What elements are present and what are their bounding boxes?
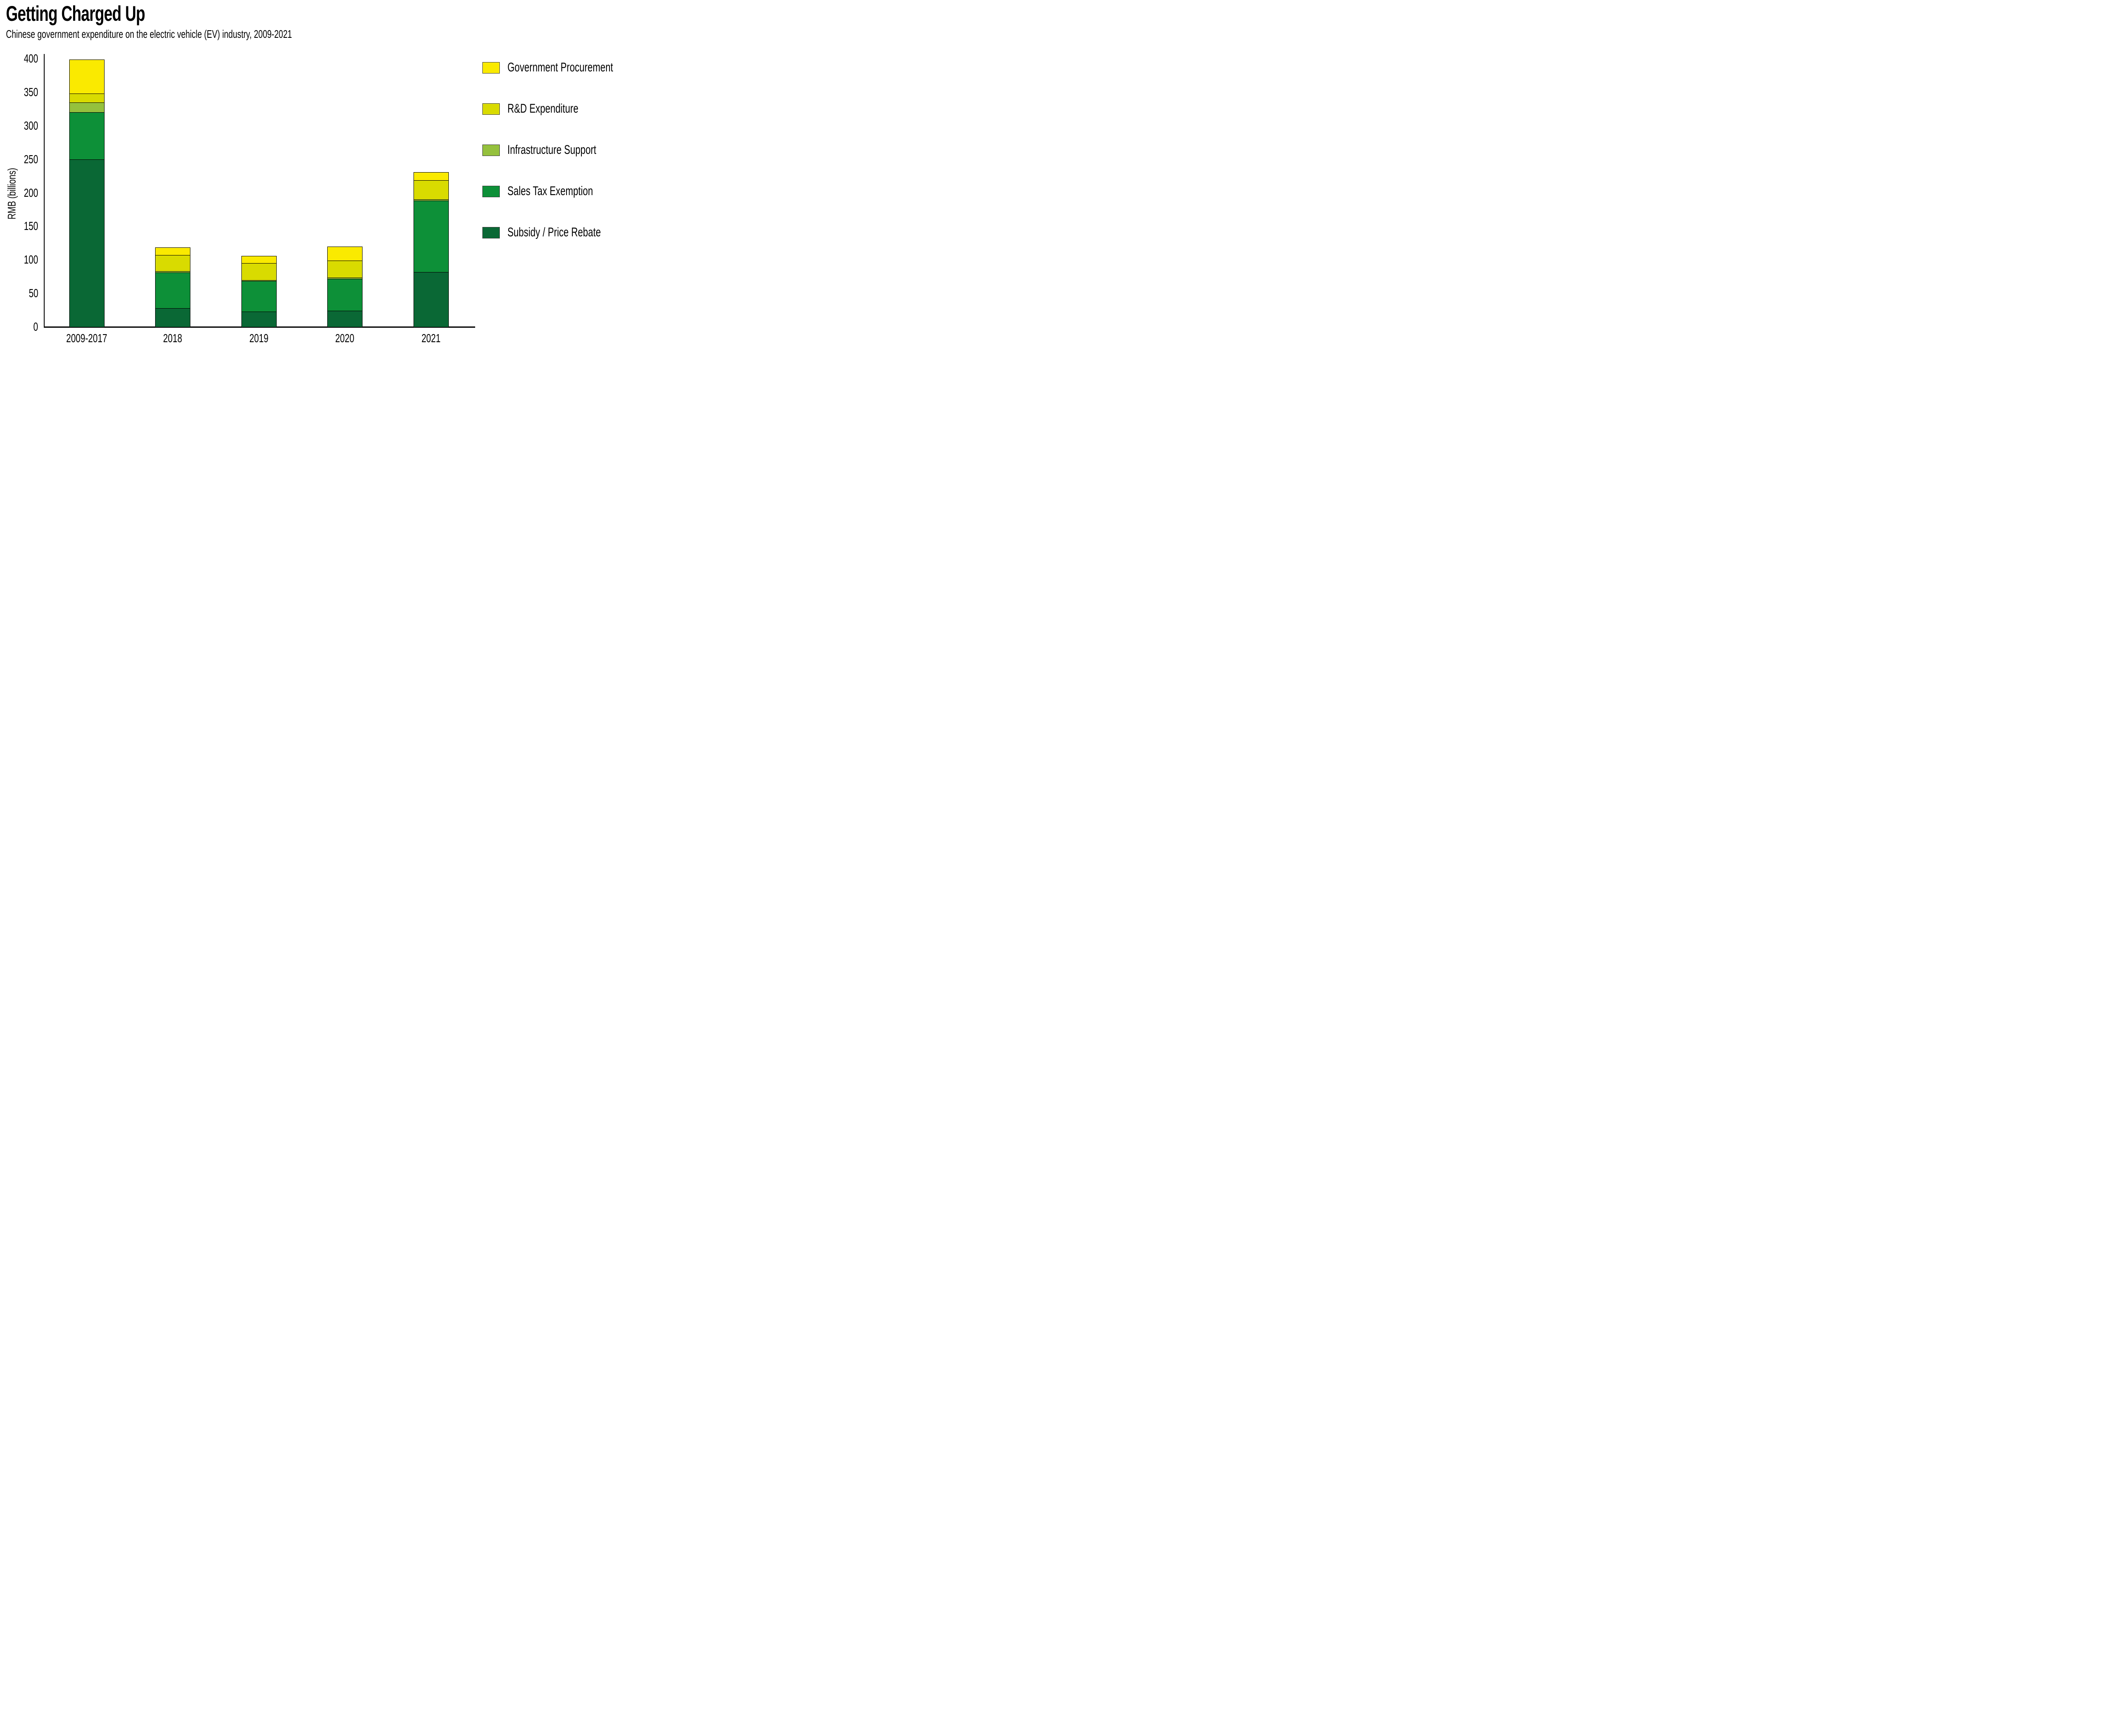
y-tick-text: 350 [24, 85, 38, 99]
plot-area: RMB (billions) 0 50 100 150 200 250 300 350 400 … [0, 0, 605, 347]
bar-segment-2019-sales-tax-exemption [241, 280, 277, 312]
legend-label-text: Government Procurement [507, 60, 613, 74]
legend-swatch-icon [482, 144, 500, 156]
y-axis-line [44, 54, 45, 328]
x-tick-label-2020: 2020 [311, 332, 379, 345]
y-tick-text: 50 [28, 286, 38, 300]
legend-label: Sales Tax Exemption [507, 185, 626, 198]
bar-segment-2009-2017-sales-tax-exemption [69, 112, 105, 160]
bar-segment-2009-2017-government-procurement [69, 60, 105, 94]
y-tick-label-300: 300 [8, 119, 38, 132]
y-tick-label-200: 200 [8, 186, 38, 199]
legend-swatch-icon [482, 103, 500, 115]
chart-subtitle: Chinese government expenditure on the el… [6, 28, 403, 40]
bar-segment-2009-2017-r-d-expenditure [69, 93, 105, 103]
legend-label: Government Procurement [507, 61, 654, 74]
bar-segment-2020-government-procurement [327, 247, 363, 261]
y-tick-label-100: 100 [8, 253, 38, 266]
bar-segment-2009-2017-subsidy-price-rebate [69, 159, 105, 328]
legend-item-government-procurement: Government Procurement [482, 61, 654, 74]
bar-segment-2021-government-procurement [413, 172, 449, 181]
y-tick-text: 250 [24, 152, 38, 166]
chart-title: Getting Charged Up [6, 3, 199, 25]
bar-segment-2018-government-procurement [155, 247, 190, 256]
legend-label-text: Subsidy / Price Rebate [507, 225, 601, 239]
bar-segment-2019-infrastructure-support [241, 279, 277, 282]
x-tick-label-2018: 2018 [139, 332, 207, 345]
x-tick-text: 2009-2017 [66, 332, 108, 345]
bar-segment-2018-sales-tax-exemption [155, 272, 190, 309]
legend-label-text: R&D Expenditure [507, 102, 578, 116]
legend-swatch-icon [482, 185, 500, 197]
y-tick-label-50: 50 [8, 287, 38, 300]
y-tick-text: 100 [24, 253, 38, 267]
legend: Government Procurement R&D Expenditure Inf… [482, 0, 613, 347]
bar-segment-2021-sales-tax-exemption [413, 200, 449, 272]
x-tick-text: 2021 [421, 332, 441, 345]
bar-segment-2020-subsidy-price-rebate [327, 310, 363, 327]
legend-label-text: Infrastructure Support [507, 143, 596, 157]
bar-segment-2021-infrastructure-support [413, 199, 449, 201]
y-tick-label-350: 350 [8, 85, 38, 99]
legend-swatch-icon [482, 62, 500, 74]
legend-swatch-icon [482, 227, 500, 238]
chart-subtitle-text: Chinese government expenditure on the el… [6, 28, 292, 40]
x-tick-label-2019: 2019 [225, 332, 293, 345]
x-tick-text: 2020 [335, 332, 354, 345]
bar-segment-2009-2017-infrastructure-support [69, 102, 105, 113]
y-tick-label-0: 0 [8, 321, 38, 333]
bar-segment-2018-infrastructure-support [155, 271, 190, 273]
y-tick-label-250: 250 [8, 153, 38, 166]
legend-item-sales-tax-exemption: Sales Tax Exemption [482, 185, 626, 198]
y-tick-text: 0 [33, 320, 38, 333]
y-tick-text: 150 [24, 219, 38, 233]
x-tick-label-2009-2017: 2009-2017 [53, 332, 121, 345]
bar-segment-2020-infrastructure-support [327, 277, 363, 280]
bar-segment-2021-r-d-expenditure [413, 179, 449, 200]
x-axis-line [44, 326, 475, 328]
legend-label-text: Sales Tax Exemption [507, 184, 593, 198]
bar-segment-2019-r-d-expenditure [241, 263, 277, 281]
bar-segment-2018-subsidy-price-rebate [155, 307, 190, 327]
x-tick-text: 2019 [249, 332, 269, 345]
y-tick-label-400: 400 [8, 52, 38, 65]
bar-segment-2019-government-procurement [241, 256, 277, 264]
bar-segment-2020-r-d-expenditure [327, 260, 363, 278]
legend-label: Subsidy / Price Rebate [507, 226, 637, 239]
bar-segment-2021-subsidy-price-rebate [413, 271, 449, 327]
bar-segment-2019-subsidy-price-rebate [241, 311, 277, 327]
legend-label: Infrastructure Support [507, 144, 631, 156]
legend-item-subsidy-price-rebate: Subsidy / Price Rebate [482, 226, 637, 239]
legend-item-r-d-expenditure: R&D Expenditure [482, 102, 606, 115]
chart-title-text: Getting Charged Up [6, 2, 145, 26]
x-tick-label-2021: 2021 [397, 332, 465, 345]
y-tick-text: 300 [24, 119, 38, 132]
y-tick-text: 400 [24, 52, 38, 65]
bar-segment-2018-r-d-expenditure [155, 255, 190, 272]
legend-item-infrastructure-support: Infrastructure Support [482, 144, 631, 156]
y-tick-label-150: 150 [8, 220, 38, 233]
y-tick-text: 200 [24, 186, 38, 199]
x-tick-text: 2018 [163, 332, 182, 345]
bar-segment-2020-sales-tax-exemption [327, 278, 363, 312]
legend-label: R&D Expenditure [507, 102, 606, 115]
